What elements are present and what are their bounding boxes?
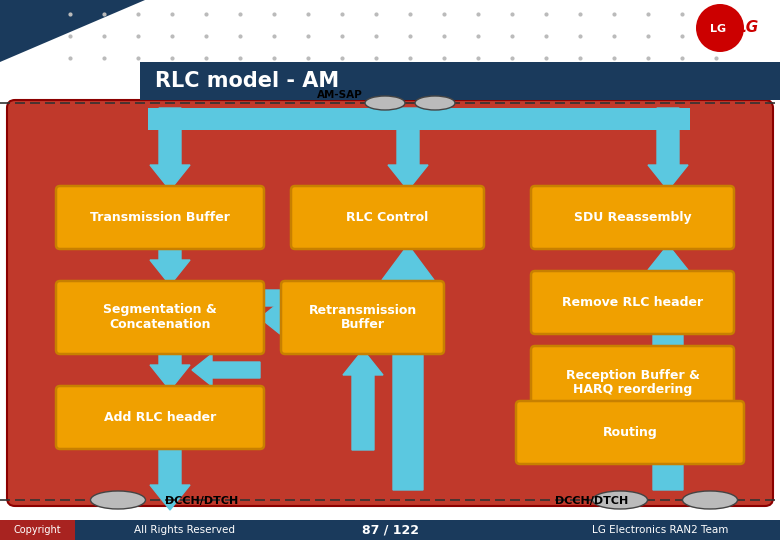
Text: SDU Reassembly: SDU Reassembly bbox=[573, 211, 691, 224]
Text: All Rights Reserved: All Rights Reserved bbox=[134, 525, 236, 535]
FancyArrow shape bbox=[648, 245, 688, 275]
Ellipse shape bbox=[415, 96, 455, 110]
Bar bbox=[148, 108, 690, 130]
FancyArrow shape bbox=[150, 108, 190, 190]
Ellipse shape bbox=[365, 96, 405, 110]
Text: Remove RLC header: Remove RLC header bbox=[562, 296, 703, 309]
Text: RLC Control: RLC Control bbox=[346, 211, 429, 224]
FancyBboxPatch shape bbox=[291, 186, 484, 249]
Bar bbox=[0, 0, 780, 62]
FancyArrow shape bbox=[648, 350, 688, 405]
Text: LG: LG bbox=[710, 24, 726, 34]
Text: Add RLC header: Add RLC header bbox=[104, 411, 216, 424]
FancyArrow shape bbox=[150, 350, 190, 390]
FancyArrow shape bbox=[388, 108, 428, 190]
Ellipse shape bbox=[90, 491, 146, 509]
FancyArrow shape bbox=[150, 245, 190, 285]
FancyBboxPatch shape bbox=[281, 281, 444, 354]
Polygon shape bbox=[0, 0, 145, 62]
Ellipse shape bbox=[593, 491, 647, 509]
FancyBboxPatch shape bbox=[56, 386, 264, 449]
FancyArrow shape bbox=[192, 354, 260, 386]
Text: Segmentation &
Concatenation: Segmentation & Concatenation bbox=[103, 303, 217, 332]
FancyBboxPatch shape bbox=[7, 100, 773, 506]
Text: RLC model - AM: RLC model - AM bbox=[155, 71, 339, 91]
Bar bbox=[0, 520, 780, 540]
FancyBboxPatch shape bbox=[531, 346, 734, 419]
Text: LG Electronics RAN2 Team: LG Electronics RAN2 Team bbox=[592, 525, 729, 535]
FancyArrow shape bbox=[150, 445, 190, 510]
FancyBboxPatch shape bbox=[531, 271, 734, 334]
FancyArrow shape bbox=[382, 245, 434, 490]
Text: 87 / 122: 87 / 122 bbox=[361, 523, 419, 537]
FancyArrow shape bbox=[343, 350, 383, 450]
FancyArrow shape bbox=[648, 330, 688, 355]
FancyBboxPatch shape bbox=[516, 401, 744, 464]
Text: AM-SAP: AM-SAP bbox=[317, 90, 363, 100]
FancyArrow shape bbox=[648, 108, 688, 190]
FancyBboxPatch shape bbox=[531, 186, 734, 249]
Bar bbox=[140, 62, 780, 100]
Text: DCCH/DTCH: DCCH/DTCH bbox=[555, 496, 628, 506]
FancyArrow shape bbox=[260, 302, 310, 334]
Text: Copyright: Copyright bbox=[13, 525, 61, 535]
FancyArrow shape bbox=[260, 282, 310, 314]
FancyArrow shape bbox=[642, 245, 694, 490]
Bar bbox=[0, 520, 75, 540]
FancyBboxPatch shape bbox=[56, 186, 264, 249]
Circle shape bbox=[696, 4, 744, 52]
Text: Reception Buffer &
HARQ reordering: Reception Buffer & HARQ reordering bbox=[566, 368, 700, 396]
Text: Retransmission
Buffer: Retransmission Buffer bbox=[308, 303, 417, 332]
FancyBboxPatch shape bbox=[56, 281, 264, 354]
Text: Routing: Routing bbox=[603, 426, 658, 439]
Text: DCCH/DTCH: DCCH/DTCH bbox=[165, 496, 238, 506]
Ellipse shape bbox=[682, 491, 738, 509]
Text: Transmission Buffer: Transmission Buffer bbox=[90, 211, 230, 224]
Text: LG: LG bbox=[737, 21, 759, 36]
